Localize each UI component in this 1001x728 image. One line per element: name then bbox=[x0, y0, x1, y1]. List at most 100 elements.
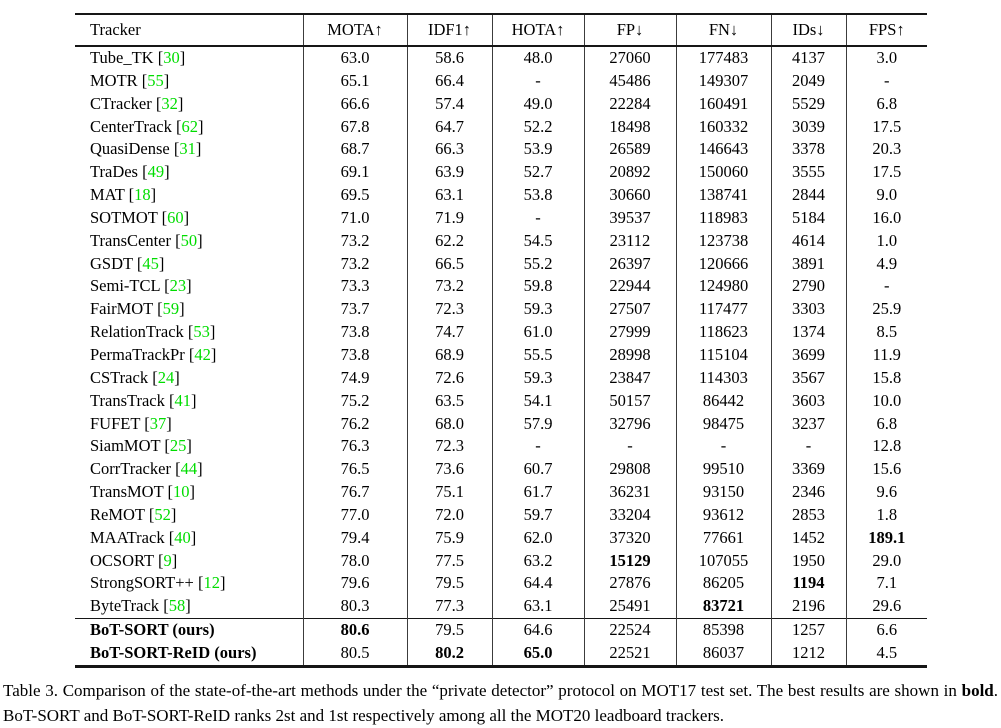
metric-cell: 1452 bbox=[770, 526, 846, 550]
metric-cell: 74.7 bbox=[406, 321, 492, 344]
metric-cell: 77661 bbox=[675, 526, 771, 550]
metric-cell: 11.9 bbox=[845, 343, 927, 367]
metric-cell: 189.1 bbox=[845, 526, 927, 550]
metric-cell: 73.2 bbox=[406, 275, 492, 299]
metric-cell: 62.0 bbox=[491, 526, 584, 550]
metric-cell: 79.6 bbox=[302, 572, 407, 596]
tracker-name: TransMOT bbox=[90, 482, 164, 502]
metric-cell: - bbox=[491, 69, 584, 93]
citation: [40] bbox=[164, 527, 197, 547]
table-row: StrongSORT++ [12] 79.6 79.5 64.4 27876 86205 1… bbox=[75, 572, 927, 596]
table-row: MAATrack [40] 79.4 75.9 62.0 37320 77661 1452 1… bbox=[75, 526, 927, 550]
metric-cell: 138741 bbox=[675, 184, 771, 207]
metric-cell: 80.3 bbox=[302, 595, 407, 619]
metric-cell: 77.0 bbox=[302, 503, 407, 527]
metric-cell: 12.8 bbox=[845, 435, 927, 459]
metric-cell: 29.6 bbox=[845, 595, 927, 619]
table-row: SiamMOT [25] 76.3 72.3- - - -12.8 bbox=[75, 435, 927, 459]
metric-cell: 59.7 bbox=[491, 503, 584, 527]
citation: [55] bbox=[137, 70, 170, 90]
citation: [31] bbox=[169, 139, 202, 159]
citation: [10] bbox=[163, 482, 195, 502]
metric-cell: 124980 bbox=[675, 275, 771, 299]
tracker-cell: QuasiDense [31] bbox=[75, 138, 303, 161]
metric-cell: 33204 bbox=[583, 503, 676, 527]
tracker-name: FUFET bbox=[90, 413, 141, 433]
citation: [44] bbox=[170, 459, 203, 479]
metric-cell: 2049 bbox=[770, 69, 846, 93]
metric-cell: 73.7 bbox=[302, 298, 407, 322]
metric-cell: 23847 bbox=[583, 366, 676, 390]
metric-cell: 57.4 bbox=[406, 92, 492, 116]
metric-cell: 177483 bbox=[675, 46, 771, 70]
tracker-name: BoT-SORT-ReID (ours) bbox=[90, 642, 257, 662]
metric-cell: 37320 bbox=[583, 526, 676, 550]
citation: [58] bbox=[159, 596, 191, 616]
metric-cell: 146643 bbox=[675, 138, 771, 162]
metric-cell: 73.3 bbox=[302, 275, 407, 299]
citation: [52] bbox=[144, 504, 177, 524]
tracker-name: FairMOT bbox=[90, 299, 153, 319]
citation: [24] bbox=[148, 367, 180, 387]
metric-cell: 6.6 bbox=[845, 618, 927, 642]
metric-cell: 71.9 bbox=[406, 206, 492, 230]
metric-cell: 72.0 bbox=[406, 503, 492, 527]
citation-number: 45 bbox=[142, 253, 159, 273]
metric-cell: 98475 bbox=[675, 412, 771, 436]
metric-cell: 28998 bbox=[583, 343, 676, 367]
metric-cell: 27999 bbox=[583, 321, 676, 344]
metric-cell: 16.0 bbox=[845, 206, 927, 230]
citation-number: 41 bbox=[174, 390, 192, 410]
table-row: CenterTrack [62] 67.8 64.7 52.2 18498 160332 3… bbox=[75, 115, 927, 139]
citation-number: 59 bbox=[162, 299, 180, 319]
tracker-name: StrongSORT++ bbox=[90, 573, 194, 593]
metric-cell: - bbox=[770, 435, 846, 459]
tracker-cell: ReMOT [52] bbox=[75, 504, 303, 527]
metric-cell: 3237 bbox=[770, 412, 846, 436]
citation-number: 23 bbox=[169, 276, 187, 296]
metric-cell: 27507 bbox=[583, 298, 676, 322]
metric-cell: 75.1 bbox=[406, 481, 492, 504]
tracker-cell: OCSORT [9] bbox=[75, 550, 303, 573]
tracker-name: CTracker bbox=[90, 93, 152, 113]
citation: [18] bbox=[124, 185, 157, 205]
metric-cell: 77.5 bbox=[406, 549, 492, 573]
metric-cell: 17.5 bbox=[845, 115, 927, 139]
metric-cell: 22524 bbox=[583, 618, 676, 642]
metric-cell: 120666 bbox=[675, 252, 771, 276]
metric-cell: 3.0 bbox=[845, 46, 927, 70]
tracker-name: Tube_TK bbox=[90, 48, 154, 67]
metric-cell: 72.3 bbox=[406, 298, 492, 322]
tracker-cell: FUFET [37] bbox=[75, 413, 303, 436]
metric-cell: 8.5 bbox=[845, 321, 927, 344]
metric-cell: 93150 bbox=[675, 481, 771, 504]
citation-number: 52 bbox=[154, 504, 171, 524]
tracker-name: PermaTrackPr bbox=[90, 344, 185, 364]
metric-cell: 76.2 bbox=[302, 412, 407, 436]
metric-cell: 7.1 bbox=[845, 572, 927, 596]
metric-cell: 17.5 bbox=[845, 161, 927, 185]
metric-cell: 55.5 bbox=[491, 343, 584, 367]
metric-cell: 61.7 bbox=[491, 481, 584, 504]
metric-cell: 27876 bbox=[583, 572, 676, 596]
column-header: FP↓ bbox=[583, 14, 676, 47]
metric-cell: 27060 bbox=[583, 46, 676, 70]
metric-cell: 99510 bbox=[675, 458, 771, 482]
metric-cell: 15129 bbox=[583, 549, 676, 573]
citation-number: 55 bbox=[147, 70, 164, 90]
metric-cell: 1.0 bbox=[845, 229, 927, 253]
tracker-name: QuasiDense bbox=[90, 139, 170, 159]
tracker-cell: ByteTrack [58] bbox=[75, 595, 303, 618]
metric-cell: 59.8 bbox=[491, 275, 584, 299]
tracker-name: TransCenter bbox=[90, 230, 171, 250]
metric-cell: 52.7 bbox=[491, 161, 584, 185]
column-header: MOTA↑ bbox=[302, 14, 407, 47]
citation-number: 9 bbox=[163, 550, 172, 570]
tracker-cell: TransMOT [10] bbox=[75, 481, 303, 504]
table-header: Tracker MOTA↑ IDF1↑ HOTA↑ FP↓ FN↓ IDs↓ FPS↑ bbox=[75, 14, 927, 47]
metric-cell: 69.5 bbox=[302, 184, 407, 207]
citation: [62] bbox=[171, 116, 204, 136]
citation-number: 25 bbox=[169, 436, 187, 456]
metric-cell: 71.0 bbox=[302, 206, 407, 230]
metric-cell: 49.0 bbox=[491, 92, 584, 116]
